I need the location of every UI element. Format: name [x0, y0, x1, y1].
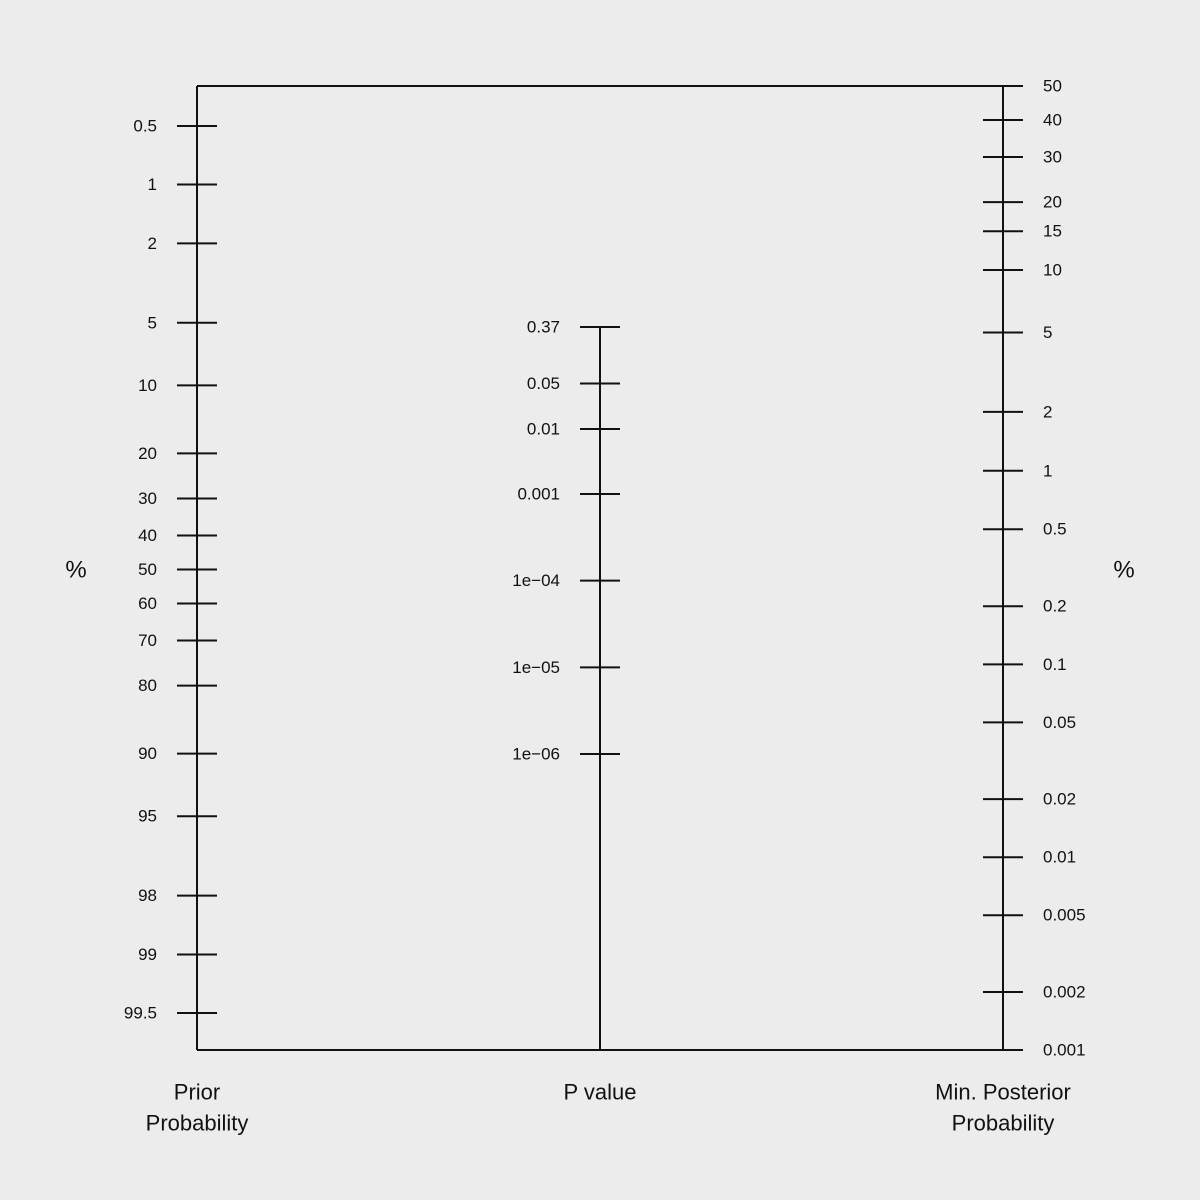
- pvalue-axis-title-line-0: P value: [564, 1080, 637, 1105]
- posterior-tick-label-15: 0.005: [1043, 906, 1086, 925]
- posterior-tick-label-7: 2: [1043, 402, 1052, 421]
- posterior-tick-label-5: 10: [1043, 260, 1062, 279]
- prior-tick-label-13: 95: [138, 807, 157, 826]
- prior-tick-label-8: 50: [138, 560, 157, 579]
- prior-tick-label-10: 70: [138, 631, 157, 650]
- posterior-tick-label-0: 50: [1043, 77, 1062, 96]
- posterior-unit-label: %: [1113, 557, 1134, 584]
- posterior-tick-label-10: 0.2: [1043, 597, 1067, 616]
- prior-tick-label-16: 99.5: [124, 1004, 157, 1023]
- posterior-tick-label-17: 0.001: [1043, 1041, 1086, 1060]
- pvalue-tick-label-4: 1e−04: [512, 571, 560, 590]
- posterior-tick-label-16: 0.002: [1043, 982, 1086, 1001]
- prior-tick-label-0: 0.5: [133, 117, 157, 136]
- pvalue-tick-label-6: 1e−06: [512, 745, 560, 764]
- posterior-tick-label-13: 0.02: [1043, 790, 1076, 809]
- nomogram-labels: 0.5 1 2 5 10 20 30 40 50 60 70 80 90 95 98 99 99.5 Prior P…: [65, 77, 1134, 1136]
- posterior-tick-label-8: 1: [1043, 461, 1052, 480]
- nomogram-frame: [196, 85, 1023, 1051]
- prior-axis-title-line-1: Probability: [146, 1111, 249, 1136]
- pvalue-tick-label-0: 0.37: [527, 318, 560, 337]
- posterior-axis-title-line-1: Probability: [952, 1111, 1055, 1136]
- prior-tick-label-12: 90: [138, 744, 157, 763]
- prior-tick-label-7: 40: [138, 526, 157, 545]
- posterior-tick-label-4: 15: [1043, 222, 1062, 241]
- prior-tick-label-3: 5: [148, 313, 157, 332]
- pvalue-tick-label-3: 0.001: [517, 485, 560, 504]
- prior-tick-label-2: 2: [148, 234, 157, 253]
- prior-unit-label: %: [65, 557, 86, 584]
- prior-axis-title-line-0: Prior: [174, 1080, 220, 1105]
- prior-tick-label-14: 98: [138, 886, 157, 905]
- posterior-tick-label-6: 5: [1043, 323, 1052, 342]
- posterior-tick-label-2: 30: [1043, 147, 1062, 166]
- pvalue-tick-label-5: 1e−05: [512, 658, 560, 677]
- pvalue-tick-label-2: 0.01: [527, 419, 560, 438]
- prior-tick-label-5: 20: [138, 444, 157, 463]
- pvalue-tick-label-1: 0.05: [527, 374, 560, 393]
- prior-tick-label-9: 60: [138, 594, 157, 613]
- posterior-tick-label-9: 0.5: [1043, 520, 1067, 539]
- posterior-tick-label-3: 20: [1043, 193, 1062, 212]
- nomogram-ticks: [177, 85, 1023, 1051]
- posterior-tick-label-11: 0.1: [1043, 655, 1067, 674]
- posterior-tick-label-14: 0.01: [1043, 848, 1076, 867]
- posterior-tick-label-12: 0.05: [1043, 713, 1076, 732]
- prior-tick-label-6: 30: [138, 489, 157, 508]
- posterior-axis-title-line-0: Min. Posterior: [935, 1080, 1071, 1105]
- prior-tick-label-1: 1: [148, 175, 157, 194]
- posterior-tick-label-1: 40: [1043, 110, 1062, 129]
- prior-tick-label-11: 80: [138, 676, 157, 695]
- prior-tick-label-15: 99: [138, 945, 157, 964]
- prior-tick-label-4: 10: [138, 376, 157, 395]
